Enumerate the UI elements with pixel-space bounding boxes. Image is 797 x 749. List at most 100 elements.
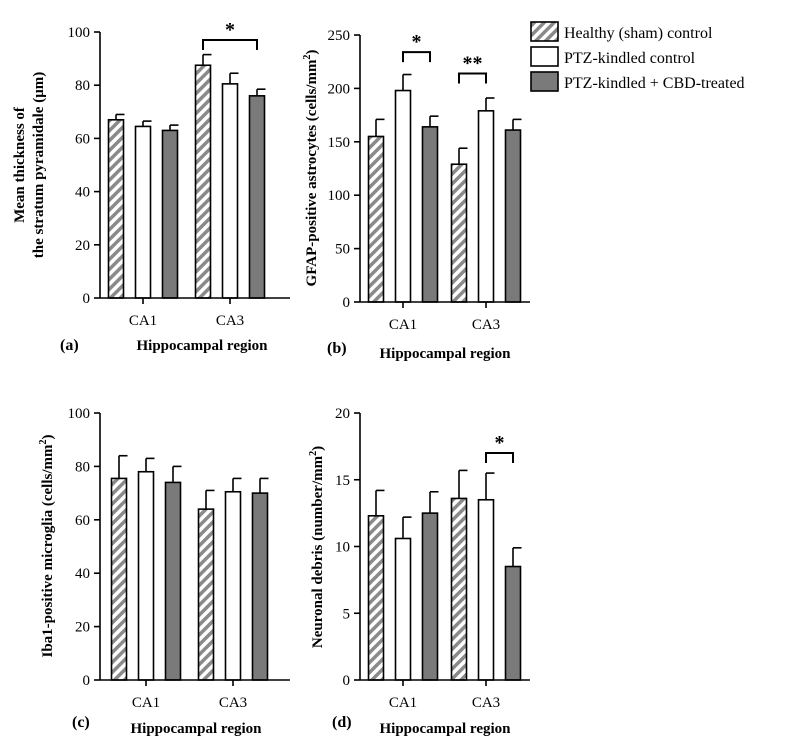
bar-white-ca1 [137, 470, 155, 681]
panel-d: Neuronal debris (number/mm2) Hippocampal… [308, 406, 530, 737]
panel-a: Mean thickness of the stratum pyramidale… [12, 19, 290, 354]
bar-gray-ca3 [251, 492, 269, 681]
y-axis-label-text: Iba1-positive microglia (cells/mm2) [38, 434, 56, 657]
significance-bracket [402, 51, 431, 63]
x-axis-label: Hippocampal region [137, 338, 269, 354]
y-tick-label: 40 [75, 185, 90, 201]
significance-label: * [495, 432, 505, 454]
y-axis-label-tail: ) [40, 434, 56, 439]
y-tick-label: 80 [75, 78, 90, 94]
y-tick-label: 50 [335, 242, 350, 258]
x-tick-label: CA3 [472, 317, 500, 333]
y-tick-label: 20 [75, 238, 90, 254]
bar-hatched-ca3 [197, 508, 215, 681]
significance-bracket [485, 452, 514, 464]
legend-label-cbd: PTZ-kindled + CBD-treated [564, 75, 745, 92]
y-tick-label: 60 [75, 513, 90, 529]
x-tick-label: CA3 [216, 313, 244, 329]
bar-hatched-ca1 [110, 477, 128, 681]
y-tick-label: 100 [328, 188, 351, 204]
y-tick-label: 20 [75, 620, 90, 636]
bar-hatched-ca1 [367, 135, 385, 303]
x-tick-label: CA1 [389, 317, 417, 333]
y-axis-label-line2: the stratum pyramidale (μm) [31, 72, 47, 258]
y-axis-label-text: Neuronal debris (number/mm2) [308, 446, 326, 648]
y-axis-label: Mean thickness of the stratum pyramidale… [12, 72, 47, 258]
y-axis-label: GFAP-positive astrocytes (cells/mm2) [302, 50, 320, 287]
y-tick-label: 5 [343, 606, 351, 622]
y-tick-label: 0 [83, 673, 91, 689]
x-axis-label: Hippocampal region [380, 721, 512, 737]
significance-bracket [202, 38, 258, 50]
bar-gray-ca3 [504, 565, 522, 681]
y-tick-label: 60 [75, 131, 90, 147]
legend-label-ptz: PTZ-kindled control [564, 50, 696, 67]
bar-white-ca3 [221, 83, 239, 299]
bar-white-ca1 [394, 537, 412, 681]
x-tick-label: CA3 [219, 695, 247, 711]
y-axis-label-sup: 2 [308, 451, 319, 456]
y-axis-label-tail: ) [310, 446, 326, 451]
x-tick-label: CA1 [132, 695, 160, 711]
bar-white-ca3 [477, 110, 495, 303]
y-tick-label: 250 [328, 28, 351, 44]
x-axis-label: Hippocampal region [380, 346, 512, 362]
y-tick-label: 0 [343, 673, 351, 689]
bar-white-ca1 [134, 125, 152, 299]
bar-hatched-ca3 [194, 64, 212, 299]
x-axis-label: Hippocampal region [131, 721, 263, 737]
y-axis-label-main: GFAP-positive astrocytes (cells/mm [304, 59, 320, 286]
y-tick-label: 200 [328, 81, 351, 97]
y-tick-label: 100 [68, 25, 91, 41]
bar-hatched-ca1 [107, 118, 125, 299]
panel-label: (d) [332, 714, 352, 731]
panel-label: (c) [72, 714, 90, 731]
x-tick-label: CA1 [389, 695, 417, 711]
significance-bracket [458, 72, 487, 84]
legend-entry-ptz: PTZ-kindled control [530, 46, 696, 67]
y-tick-label: 80 [75, 459, 90, 475]
y-tick-label: 100 [68, 406, 91, 422]
panel-label: (b) [327, 340, 347, 357]
y-axis-label-line1: Mean thickness of [12, 106, 28, 223]
y-axis-label-tail: ) [304, 50, 320, 55]
bar-white-ca3 [224, 490, 242, 681]
bar-gray-ca1 [421, 126, 439, 303]
y-axis-label-main: Iba1-positive microglia (cells/mm [40, 444, 56, 658]
significance-label: * [225, 19, 235, 41]
legend-label-healthy: Healthy (sham) control [564, 25, 713, 42]
y-tick-label: 20 [335, 406, 350, 422]
y-tick-label: 0 [343, 295, 351, 311]
y-tick-label: 10 [335, 540, 350, 556]
bar-white-ca3 [477, 498, 495, 681]
y-tick-label: 0 [83, 291, 91, 307]
y-axis-label-sup: 2 [38, 439, 49, 444]
y-axis-label-main: Neuronal debris (number/mm [310, 455, 326, 648]
panel-c: Iba1-positive microglia (cells/mm2) Hipp… [38, 406, 290, 737]
bar-gray-ca3 [504, 129, 522, 303]
panel-b: GFAP-positive astrocytes (cells/mm2) Hip… [302, 28, 530, 362]
significance-label: * [412, 31, 422, 53]
bar-hatched-ca3 [450, 163, 468, 303]
legend-entry-cbd: PTZ-kindled + CBD-treated [530, 71, 745, 92]
x-tick-label: CA3 [472, 695, 500, 711]
y-axis-label-sup: 2 [302, 55, 313, 60]
legend-swatch-white [530, 46, 559, 67]
y-axis-label: Neuronal debris (number/mm2) [308, 446, 326, 648]
y-tick-label: 15 [335, 473, 350, 489]
legend-entry-healthy: Healthy (sham) control [530, 21, 713, 42]
legend: Healthy (sham) control PTZ-kindled contr… [530, 21, 745, 92]
bar-hatched-ca1 [367, 514, 385, 681]
bar-white-ca1 [394, 89, 412, 303]
bar-hatched-ca3 [450, 497, 468, 681]
y-tick-label: 150 [328, 135, 351, 151]
bar-gray-ca1 [421, 512, 439, 681]
bar-gray-ca1 [161, 129, 179, 299]
y-tick-label: 40 [75, 566, 90, 582]
panel-label: (a) [60, 337, 79, 354]
bar-gray-ca3 [248, 95, 266, 299]
y-axis-label: Iba1-positive microglia (cells/mm2) [38, 434, 56, 657]
legend-swatch-hatched [530, 21, 559, 42]
legend-swatch-gray [530, 71, 559, 92]
